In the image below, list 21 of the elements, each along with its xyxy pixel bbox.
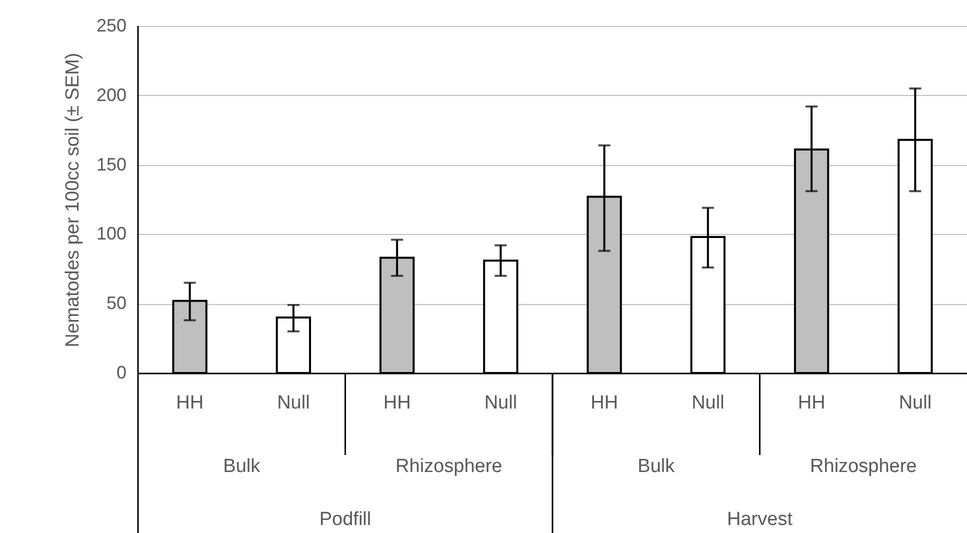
- x-tick-label: Null: [277, 392, 310, 414]
- x-tick-label: HH: [590, 392, 618, 414]
- y-tick-label: 50: [106, 293, 126, 314]
- text: Podfill: [319, 509, 372, 530]
- y-tick-label: 150: [96, 154, 126, 174]
- x-tick-label: HH: [176, 392, 204, 414]
- text: Rhizosphere: [396, 456, 502, 477]
- y-axis-title: Nematodes per 100cc soil (± SEM): [62, 52, 84, 348]
- x-tick-label: Null: [898, 392, 932, 414]
- text: Bulk: [223, 456, 261, 477]
- text: Rhizosphere: [810, 456, 917, 477]
- y-tick-label: 100: [96, 224, 126, 244]
- y-tick-label: 0: [116, 362, 126, 382]
- x-tick-label: HH: [798, 392, 826, 414]
- text: Bulk: [638, 456, 676, 477]
- x-tick-label: Null: [484, 392, 518, 414]
- y-tick-label: 250: [96, 16, 126, 36]
- y-tick-label: 200: [96, 84, 126, 105]
- text: Harvest: [727, 509, 794, 530]
- x-tick-label: Null: [692, 392, 724, 414]
- x-tick-label: HH: [383, 392, 411, 414]
